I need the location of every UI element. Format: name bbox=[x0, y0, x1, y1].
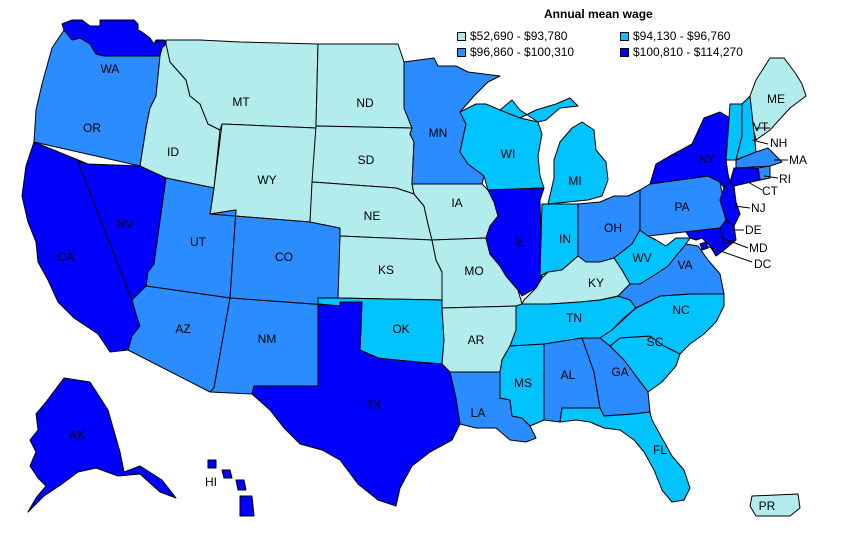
label-leader-line bbox=[705, 245, 753, 263]
state-label-az: AZ bbox=[175, 322, 190, 336]
state-az[interactable] bbox=[127, 285, 231, 393]
state-il[interactable] bbox=[485, 187, 545, 297]
legend-swatch-range-1 bbox=[457, 31, 466, 41]
state-label-ar: AR bbox=[468, 333, 485, 347]
state-mi[interactable] bbox=[499, 97, 609, 205]
state-label-md: MD bbox=[749, 241, 768, 255]
state-label-sd: SD bbox=[358, 153, 375, 167]
legend-swatch-range-3 bbox=[457, 47, 466, 57]
state-label-nh: NH bbox=[770, 136, 787, 150]
legend-swatch-range-2 bbox=[620, 31, 629, 41]
state-label-mn: MN bbox=[429, 126, 448, 140]
state-label-ma: MA bbox=[789, 153, 807, 167]
legend-item-range-3: $96,860 - $100,310 bbox=[457, 45, 574, 59]
legend-item-range-2: $94,130 - $96,760 bbox=[620, 29, 730, 43]
state-tx[interactable] bbox=[251, 301, 461, 507]
state-label-me: ME bbox=[767, 92, 785, 106]
state-label-ks: KS bbox=[378, 263, 394, 277]
state-label-nj: NJ bbox=[751, 201, 766, 215]
state-ct[interactable] bbox=[729, 167, 761, 187]
state-label-la: LA bbox=[471, 406, 486, 420]
state-label-ny: NY bbox=[699, 152, 716, 166]
state-label-wy: WY bbox=[257, 173, 276, 187]
state-me[interactable] bbox=[749, 57, 807, 141]
state-label-co: CO bbox=[275, 250, 293, 264]
legend-label-range-2: $94,130 - $96,760 bbox=[633, 29, 731, 43]
state-label-va: VA bbox=[677, 258, 692, 272]
state-label-ri: RI bbox=[779, 172, 791, 186]
state-label-ut: UT bbox=[190, 235, 207, 249]
state-wi[interactable] bbox=[459, 103, 545, 191]
state-label-tn: TN bbox=[566, 311, 582, 325]
legend-item-range-1: $52,690 - $93,780 bbox=[457, 29, 567, 43]
state-label-in: IN bbox=[559, 232, 571, 246]
state-label-mo: MO bbox=[464, 264, 483, 278]
label-leader-line bbox=[751, 139, 769, 145]
label-leader-line bbox=[763, 175, 779, 179]
state-label-de: DE bbox=[745, 223, 762, 237]
state-label-ky: KY bbox=[588, 276, 604, 290]
state-label-nv: NV bbox=[117, 217, 134, 231]
state-label-wa: WA bbox=[101, 62, 120, 76]
label-leader-line bbox=[733, 205, 751, 209]
legend-item-range-4: $100,810 - $114,270 bbox=[620, 45, 743, 59]
state-label-nm: NM bbox=[258, 332, 277, 346]
state-hi[interactable] bbox=[207, 459, 255, 517]
state-label-il: IL bbox=[515, 235, 525, 249]
label-leader-line bbox=[747, 181, 763, 191]
state-label-al: AL bbox=[561, 368, 576, 382]
label-leader-line bbox=[721, 237, 749, 249]
state-ny[interactable] bbox=[649, 111, 731, 189]
state-label-wv: WV bbox=[632, 251, 651, 265]
state-label-fl: FL bbox=[653, 443, 667, 457]
state-label-vt: VT bbox=[753, 120, 769, 134]
legend-label-range-1: $52,690 - $93,780 bbox=[470, 29, 568, 43]
state-label-tx: TX bbox=[366, 398, 381, 412]
state-pr[interactable] bbox=[749, 493, 801, 517]
state-label-nc: NC bbox=[672, 303, 690, 317]
state-label-ga: GA bbox=[611, 365, 628, 379]
state-label-ms: MS bbox=[514, 376, 532, 390]
state-label-or: OR bbox=[83, 121, 101, 135]
state-label-id: ID bbox=[167, 145, 179, 159]
state-label-pa: PA bbox=[674, 200, 689, 214]
state-label-nd: ND bbox=[356, 96, 374, 110]
state-label-sc: SC bbox=[647, 335, 664, 349]
state-label-wi: WI bbox=[501, 147, 516, 161]
state-dc[interactable] bbox=[699, 241, 709, 251]
state-fl[interactable] bbox=[559, 407, 691, 503]
state-label-ok: OK bbox=[392, 322, 409, 336]
legend-label-range-4: $100,810 - $114,270 bbox=[633, 45, 743, 59]
state-label-ca: CA bbox=[58, 250, 75, 264]
legend-swatch-range-4 bbox=[620, 47, 629, 57]
state-label-hi: HI bbox=[205, 475, 217, 489]
state-label-ak: AK bbox=[69, 428, 85, 442]
state-mt[interactable] bbox=[165, 39, 319, 131]
state-label-mi: MI bbox=[568, 174, 581, 188]
state-label-ct: CT bbox=[762, 184, 779, 198]
state-label-dc: DC bbox=[754, 257, 772, 271]
state-nj[interactable] bbox=[719, 181, 741, 227]
state-ak[interactable] bbox=[27, 377, 177, 513]
legend-title: Annual mean wage bbox=[544, 7, 653, 21]
state-label-ne: NE bbox=[364, 209, 381, 223]
state-label-mt: MT bbox=[232, 95, 250, 109]
legend-label-range-3: $96,860 - $100,310 bbox=[470, 45, 575, 59]
state-label-oh: OH bbox=[604, 221, 622, 235]
state-label-ia: IA bbox=[451, 196, 462, 210]
state-label-pr: PR bbox=[759, 499, 776, 513]
state-nd[interactable] bbox=[315, 43, 413, 129]
